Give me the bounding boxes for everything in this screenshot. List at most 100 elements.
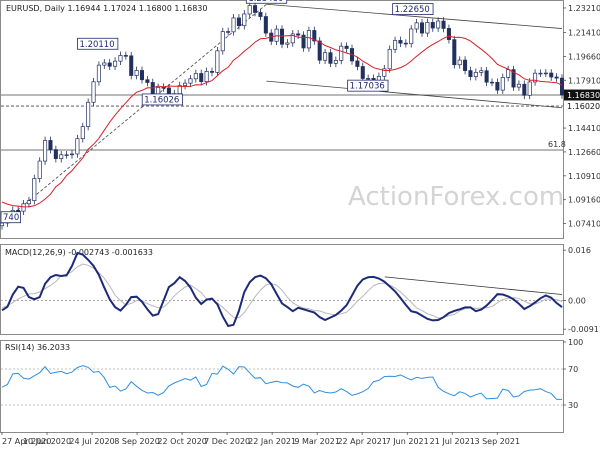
candle-body <box>419 22 425 34</box>
x-tick-label: 9 Mar 2021 <box>294 437 340 446</box>
candle-body <box>145 79 150 83</box>
candle-body <box>533 72 538 83</box>
candle-body <box>473 72 478 77</box>
candle-body <box>393 40 398 50</box>
x-tick-label: 7 Jun 2021 <box>386 437 429 446</box>
macd-tick-label: -0.009116 <box>568 325 600 334</box>
candle-body <box>279 28 285 45</box>
candle-body <box>258 12 263 17</box>
candle-body <box>414 22 419 30</box>
rsi-tick-label: 70 <box>568 365 578 374</box>
candle-body <box>484 70 489 83</box>
trendline-2 <box>266 80 563 109</box>
macd-trendline <box>384 276 563 295</box>
candle-body <box>236 17 241 27</box>
x-tick-label: 10 Jun 2020 <box>23 437 71 446</box>
candle-body <box>441 20 446 29</box>
candle-body <box>59 154 64 159</box>
price-tick-label: 1.19660 <box>568 52 600 61</box>
candle-body <box>32 178 37 202</box>
candle-body <box>323 52 328 61</box>
support-price-label-box <box>564 100 600 112</box>
x-tick-label: 22 Oct 2020 <box>157 437 206 446</box>
candle-body <box>355 60 360 67</box>
macd-tick-label: 0.00 <box>568 297 586 306</box>
candle-body <box>387 48 392 70</box>
candle-body <box>193 73 198 80</box>
x-tick-label: 22 Jan 2021 <box>248 437 296 446</box>
moving-average-line <box>1 34 563 208</box>
price-tick-label: 1.10910 <box>568 172 600 181</box>
candle-body <box>242 13 247 27</box>
candle-body <box>220 31 225 52</box>
candle-body <box>446 28 451 40</box>
candle-body <box>382 68 387 77</box>
annotation-box-2 <box>245 0 288 4</box>
header-open: 1.16944 <box>67 4 100 13</box>
candle-body <box>80 126 85 140</box>
candle-body <box>344 45 349 49</box>
candle-body <box>339 45 344 61</box>
candle-body <box>53 149 58 159</box>
candle-body <box>263 16 268 34</box>
candle-body <box>554 76 559 79</box>
candle-body <box>199 73 204 83</box>
candle-body <box>139 70 145 81</box>
annotation-box-1 <box>141 93 184 106</box>
rsi-tick-label: 30 <box>568 401 578 410</box>
candle-body <box>409 28 414 45</box>
candle-body <box>247 5 252 15</box>
candle-body <box>463 59 468 71</box>
rsi-layer <box>1 365 563 406</box>
candle-body <box>290 33 295 44</box>
current-price-label-box <box>564 89 600 101</box>
candle-body <box>500 77 505 91</box>
header-low: 1.16800 <box>139 4 172 13</box>
candle-body <box>516 83 521 88</box>
rsi-tick-label: 100 <box>568 338 583 347</box>
candle-body <box>495 81 500 91</box>
x-tick-label: 27 Apr 2020 <box>2 437 51 446</box>
candle-body <box>253 5 258 13</box>
annotation-label-5: 740 <box>3 213 19 223</box>
candle-body <box>118 55 123 62</box>
header-close: 1.16830 <box>174 4 207 13</box>
candle-body <box>69 153 75 156</box>
candle-body <box>366 78 371 80</box>
candle-body <box>559 77 565 96</box>
candle-body <box>506 69 511 78</box>
rsi-line <box>1 365 562 400</box>
candle-body <box>107 62 112 67</box>
candle-body <box>274 28 279 42</box>
fib-label: 61.8 <box>548 140 566 149</box>
trendline-0 <box>1 3 267 224</box>
candle-body <box>26 200 31 205</box>
annotation-box-3 <box>347 79 389 92</box>
macd-tick-label: 0.016 <box>568 246 591 255</box>
annotation-box-5 <box>0 211 22 224</box>
annotation-label-4: 1.22650 <box>395 5 430 15</box>
x-tick-label: 22 Apr 2021 <box>337 437 386 446</box>
candle-body <box>403 42 408 45</box>
candle-body <box>527 81 532 96</box>
candle-body <box>188 78 193 84</box>
header-timeframe: Daily <box>45 4 66 13</box>
candle-body <box>522 83 527 96</box>
header-high: 1.17024 <box>103 4 136 13</box>
candle-body <box>86 101 91 127</box>
candle-body <box>21 203 26 212</box>
candle-body <box>75 138 80 155</box>
candle-body <box>0 222 5 227</box>
annotation-label-1: 1.16026 <box>144 95 179 105</box>
annotation-box-4 <box>392 3 434 15</box>
candle-body <box>48 140 53 150</box>
candle-body <box>457 59 462 66</box>
candle-body <box>183 82 188 86</box>
candle-body <box>226 31 231 33</box>
macd-panel-frame <box>0 244 564 335</box>
macd-layer <box>1 251 563 328</box>
annotation-label-3: 1.17036 <box>350 82 385 92</box>
candle-body <box>296 33 301 36</box>
support-price-label: 1.16020 <box>567 102 600 111</box>
candle-body <box>113 60 118 67</box>
